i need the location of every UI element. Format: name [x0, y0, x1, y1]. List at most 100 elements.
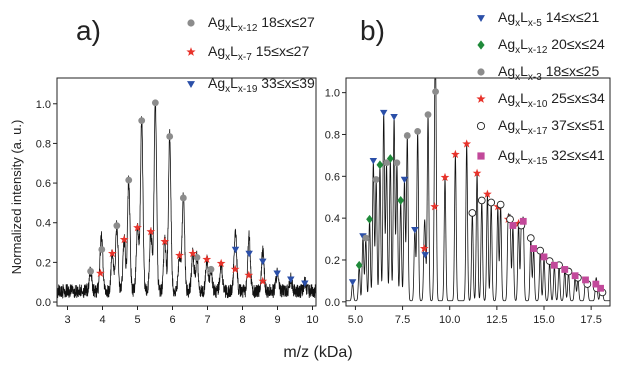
data-point: [393, 159, 401, 167]
data-point: [179, 194, 187, 202]
data-point: [582, 276, 589, 284]
data-point: [440, 172, 450, 182]
x-tick-label: 10.0: [439, 314, 460, 326]
data-point: [216, 258, 226, 268]
data-point: [400, 176, 409, 184]
legend-marker: [187, 19, 195, 27]
data-point: [397, 195, 405, 205]
data-point: [477, 196, 486, 205]
y-tick-label: 0.2: [325, 255, 340, 267]
y-tick-label: 0.6: [36, 178, 51, 190]
x-tick-label: 5.0: [348, 314, 363, 326]
data-point: [419, 243, 429, 253]
legend-label: AgxLx-12 18≤x≤27: [208, 14, 315, 34]
x-tick-label: 7.5: [395, 314, 410, 326]
data-point: [483, 189, 492, 198]
data-point: [151, 99, 159, 107]
y-tick-label: 0.6: [325, 171, 340, 183]
data-point: [376, 160, 384, 170]
y-tick-label: 0.2: [36, 257, 51, 269]
data-point: [231, 246, 240, 254]
legend-marker: [187, 81, 195, 88]
data-point: [411, 226, 419, 234]
data-point: [379, 109, 388, 117]
x-tick-label: 17.5: [580, 314, 601, 326]
legend-marker: [477, 40, 485, 50]
data-point: [451, 149, 460, 159]
data-point: [160, 236, 170, 246]
data-point: [166, 133, 174, 140]
y-tick-label: 0.0: [36, 297, 51, 309]
data-point: [519, 217, 527, 225]
legend-marker: [476, 94, 486, 103]
data-point: [496, 200, 505, 209]
legend-marker: [477, 15, 485, 22]
data-point: [273, 270, 281, 278]
data-point: [133, 223, 142, 232]
data-point: [468, 209, 477, 217]
data-point: [526, 234, 535, 242]
data-point: [355, 260, 363, 270]
data-point: [530, 245, 538, 252]
data-point: [258, 276, 268, 285]
panel-b: b) 5.0 7.5 10.0 12.5 15.0 17.5 0.0 0.2 0.4 0.6 0.8 1…: [325, 9, 611, 326]
legend-marker: [477, 68, 485, 76]
data-point: [414, 127, 422, 135]
y-tick-label: 0.4: [36, 218, 51, 230]
x-tick-label: 5: [134, 314, 140, 326]
data-point: [487, 198, 496, 207]
data-point: [597, 284, 604, 292]
data-point: [96, 268, 105, 277]
legend-label: AgxLx-15 32≤x≤41: [498, 147, 605, 167]
legend-label: AgxLx-17 37≤x≤51: [498, 117, 605, 137]
data-point: [207, 265, 215, 273]
plot-frame: [345, 77, 611, 307]
data-point: [230, 264, 240, 274]
data-point: [506, 215, 514, 224]
data-point: [432, 88, 439, 96]
data-point: [202, 254, 212, 264]
y-tick-label: 0.0: [325, 297, 340, 309]
data-point: [175, 250, 184, 260]
legend-label: AgxLx-10 25≤x≤34: [498, 90, 605, 110]
data-point: [244, 270, 254, 279]
x-tick-label: 6: [169, 314, 175, 326]
data-point: [362, 234, 370, 242]
data-point: [421, 252, 429, 259]
data-point: [287, 276, 295, 283]
data-point: [509, 222, 517, 229]
legend-marker: [186, 47, 196, 56]
y-tick-label: 1.0: [325, 88, 340, 100]
data-point: [561, 266, 569, 273]
data-point: [540, 253, 548, 261]
data-point: [430, 202, 439, 211]
panel-label: a): [76, 15, 101, 46]
data-point: [348, 279, 357, 286]
y-axis-label: Normalized intensity (a. u.): [9, 120, 24, 275]
x-tick-label: 10: [306, 314, 318, 326]
data-point: [259, 258, 267, 266]
x-tick-label: 4: [99, 314, 105, 326]
legend-marker: [476, 121, 486, 131]
x-tick-label: 8: [239, 314, 245, 326]
y-tick-label: 0.8: [36, 138, 51, 150]
data-point: [390, 114, 398, 121]
data-point: [383, 159, 390, 167]
legend-label: AgxLx-12 20≤x≤24: [498, 36, 605, 56]
data-point: [107, 248, 117, 258]
legend-label: AgxLx-19 33≤x≤39: [208, 75, 315, 95]
spectrum-trace: [57, 101, 316, 299]
data-point: [87, 267, 94, 275]
x-tick-label: 3: [64, 314, 70, 326]
data-point: [369, 157, 378, 165]
data-point: [403, 132, 411, 139]
data-point: [98, 246, 106, 253]
legend-marker: [477, 152, 485, 160]
data-point: [550, 261, 558, 269]
y-tick-label: 0.8: [325, 129, 340, 141]
x-tick-label: 7: [204, 314, 210, 326]
data-point: [424, 111, 432, 119]
data-point: [113, 222, 121, 230]
data-point: [245, 250, 253, 258]
